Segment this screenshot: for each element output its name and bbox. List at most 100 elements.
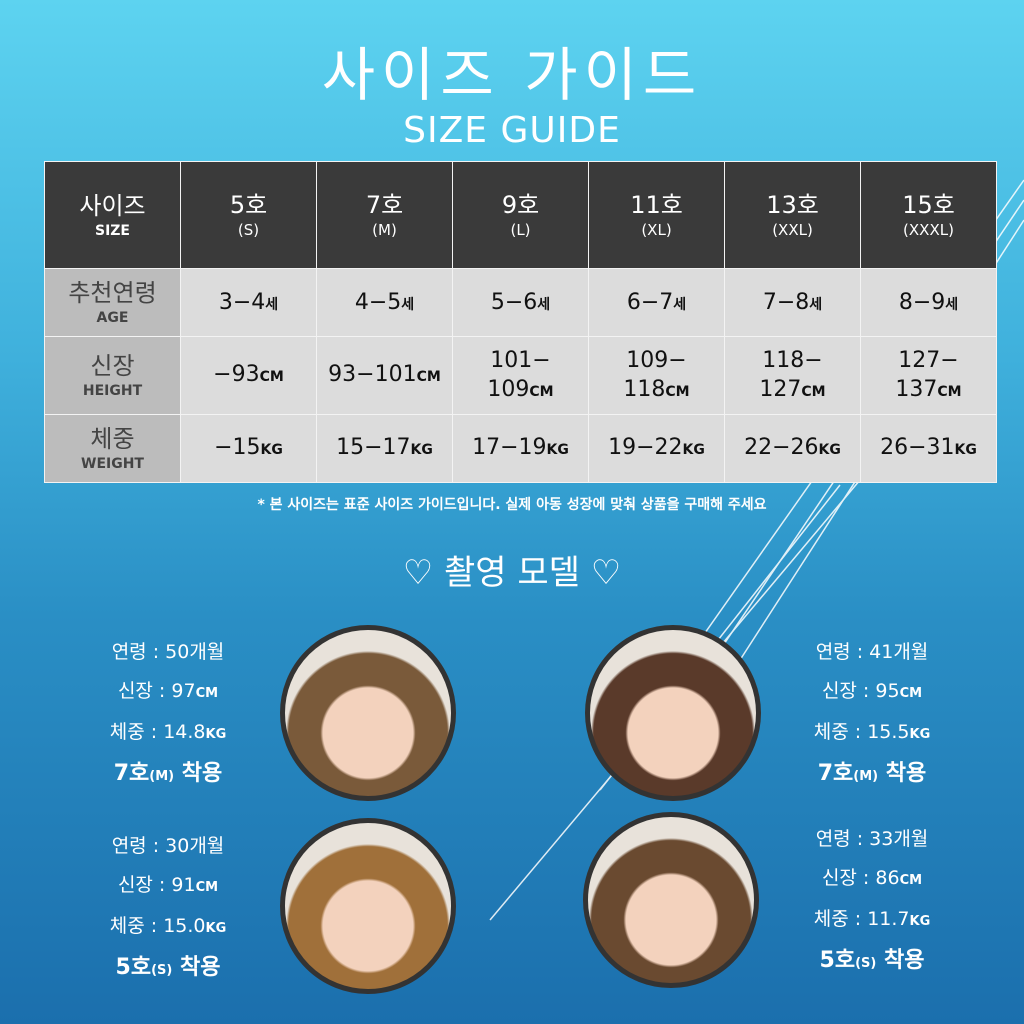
size-table: 사이즈 SIZE 5호 (S) 7호 (M) 9호 (L) 11호 (XL) 13호 (XXL) 15…: [44, 160, 997, 483]
model-wear: 7호(M) 착용: [817, 761, 927, 786]
model-height: 신장 : 86CM: [821, 867, 923, 889]
size-header-5: 15호 (XXXL): [860, 160, 997, 270]
size-en: (S): [237, 221, 260, 240]
model-age: 연령 : 33개월: [815, 828, 929, 850]
table-cell: −93CM: [180, 336, 317, 416]
table-cell: 22−26KG: [724, 414, 861, 483]
model-photo: [583, 812, 759, 988]
size-ko: 7호: [365, 190, 404, 219]
cell-unit: 세: [401, 296, 415, 313]
cell-unit: CM: [937, 383, 962, 400]
model-info: 연령 : 50개월 신장 : 97CM 체중 : 14.8KG 7호(M) 착용: [68, 633, 268, 796]
model-weight: 체중 : 14.8KG: [109, 721, 227, 743]
model-weight: 체중 : 15.5KG: [813, 721, 931, 743]
table-row: 추천연령 AGE 3−4세 4−5세 5−6세 6−7세 7−8세 8−9세: [44, 268, 997, 338]
table-cell: 4−5세: [316, 268, 453, 338]
cell-value: 127− 137: [895, 348, 959, 402]
size-header-1: 7호 (M): [316, 160, 453, 270]
cell-value: 3−4: [218, 289, 266, 315]
cell-unit: 세: [673, 296, 687, 313]
table-cell: 109− 118CM: [588, 336, 725, 416]
cell-value: 101− 109: [487, 348, 551, 402]
cell-unit: KG: [818, 442, 841, 459]
cell-unit: 세: [265, 296, 279, 313]
page-title: 사이즈 가이드: [321, 41, 703, 109]
table-cell: 26−31KG: [860, 414, 997, 483]
corner-ko: 사이즈: [79, 191, 146, 220]
size-en: (XXL): [772, 221, 813, 240]
table-row: 체중 WEIGHT −15KG 15−17KG 17−19KG 19−22KG 22−26K…: [44, 414, 997, 483]
size-en: (M): [372, 221, 397, 240]
model-info: 연령 : 33개월 신장 : 86CM 체중 : 11.7KG 5호(S) 착용: [772, 820, 972, 983]
size-header-3: 11호 (XL): [588, 160, 725, 270]
cell-unit: CM: [416, 369, 441, 386]
size-en: (XL): [641, 221, 672, 240]
model-photo: [280, 818, 456, 994]
row-ko: 추천연령: [68, 279, 157, 308]
row-header: 체중 WEIGHT: [44, 414, 181, 483]
table-cell: 7−8세: [724, 268, 861, 338]
row-ko: 신장: [90, 352, 135, 381]
table-cell: 19−22KG: [588, 414, 725, 483]
model-height: 신장 : 95CM: [821, 680, 923, 702]
model-height: 신장 : 97CM: [117, 680, 219, 702]
page-subtitle: SIZE GUIDE: [403, 110, 621, 151]
table-cell: 118− 127CM: [724, 336, 861, 416]
cell-value: 15−17: [336, 435, 411, 461]
cell-unit: CM: [259, 369, 284, 386]
size-en: (L): [510, 221, 531, 240]
size-note: * 본 사이즈는 표준 사이즈 가이드입니다. 실제 아동 성장에 맞춰 상품을…: [257, 497, 767, 513]
table-cell: 3−4세: [180, 268, 317, 338]
cell-unit: CM: [801, 383, 826, 400]
cell-value: −15: [214, 435, 261, 461]
cell-unit: CM: [529, 383, 554, 400]
row-en: WEIGHT: [81, 456, 144, 473]
size-ko: 13호: [766, 190, 819, 219]
model-weight: 체중 : 11.7KG: [813, 908, 931, 930]
cell-value: 26−31: [880, 435, 955, 461]
size-header-4: 13호 (XXL): [724, 160, 861, 270]
model-wear: 7호(M) 착용: [113, 761, 223, 786]
size-header-0: 5호 (S): [180, 160, 317, 270]
size-header-2: 9호 (L): [452, 160, 589, 270]
cell-value: 17−19: [472, 435, 547, 461]
row-en: AGE: [96, 310, 129, 327]
table-cell: 93−101CM: [316, 336, 453, 416]
cell-unit: 세: [537, 296, 551, 313]
table-cell: 8−9세: [860, 268, 997, 338]
cell-value: 22−26: [744, 435, 819, 461]
model-info: 연령 : 41개월 신장 : 95CM 체중 : 15.5KG 7호(M) 착용: [772, 633, 972, 796]
cell-value: 7−8: [762, 289, 810, 315]
cell-value: 93−101: [328, 362, 417, 388]
row-ko: 체중: [90, 424, 135, 453]
cell-value: −93: [213, 362, 260, 388]
table-cell: 17−19KG: [452, 414, 589, 483]
cell-unit: KG: [682, 442, 705, 459]
table-cell: 5−6세: [452, 268, 589, 338]
corner-en: SIZE: [94, 222, 130, 239]
model-info: 연령 : 30개월 신장 : 91CM 체중 : 15.0KG 5호(S) 착용: [68, 827, 268, 990]
model-height: 신장 : 91CM: [117, 874, 219, 896]
row-header: 추천연령 AGE: [44, 268, 181, 338]
cell-value: 4−5: [354, 289, 402, 315]
cell-unit: KG: [260, 442, 283, 459]
table-header-row: 사이즈 SIZE 5호 (S) 7호 (M) 9호 (L) 11호 (XL) 13호 (XXL) 15…: [44, 160, 997, 270]
cell-value: 8−9: [898, 289, 946, 315]
table-cell: 15−17KG: [316, 414, 453, 483]
cell-value: 6−7: [626, 289, 674, 315]
row-en: HEIGHT: [82, 383, 143, 400]
model-age: 연령 : 41개월: [815, 641, 929, 663]
table-cell: 101− 109CM: [452, 336, 589, 416]
cell-value: 19−22: [608, 435, 683, 461]
cell-unit: KG: [546, 442, 569, 459]
size-ko: 9호: [501, 190, 540, 219]
size-ko: 11호: [630, 190, 683, 219]
cell-unit: 세: [945, 296, 959, 313]
model-wear: 5호(S) 착용: [115, 955, 221, 980]
cell-unit: KG: [954, 442, 977, 459]
cell-unit: 세: [809, 296, 823, 313]
row-header: 신장 HEIGHT: [44, 336, 181, 416]
table-cell: 127− 137CM: [860, 336, 997, 416]
cell-value: 109− 118: [623, 348, 687, 402]
size-ko: 5호: [229, 190, 268, 219]
